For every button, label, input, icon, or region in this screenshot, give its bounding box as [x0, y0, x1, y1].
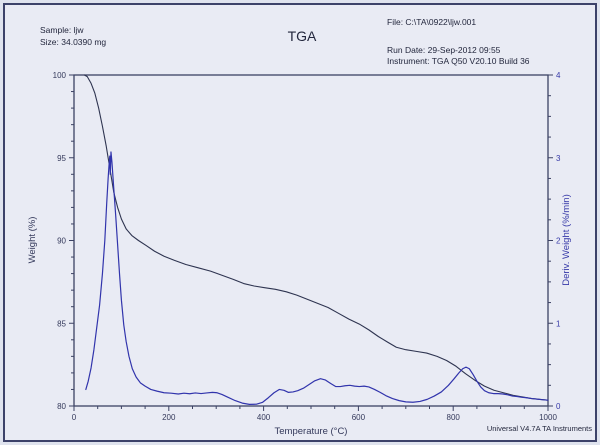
file-label: File: C:\TA\0922\ljw.001 [387, 17, 476, 27]
tga-chart: Sample: ljw Size: 34.0390 mg TGA File: C… [27, 17, 592, 437]
y-axis-title-right: Deriv. Weight (%/min) [561, 194, 572, 286]
series-deriv-weight [85, 151, 549, 405]
y-right-tick-label: 4 [556, 71, 561, 80]
y-left-tick-label: 85 [57, 319, 66, 328]
x-tick-label: 600 [352, 413, 366, 422]
x-tick-label: 400 [257, 413, 271, 422]
size-label: Size: 34.0390 mg [40, 37, 106, 47]
instrument-label: Instrument: TGA Q50 V20.10 Build 36 [387, 56, 530, 66]
y-right-tick-label: 2 [556, 237, 561, 246]
y-left-tick-label: 80 [57, 402, 66, 411]
x-tick-label: 800 [447, 413, 461, 422]
plot-frame [73, 74, 549, 407]
y-right-tick-label: 0 [556, 402, 561, 411]
x-tick-label: 1000 [539, 413, 557, 422]
series-weight [83, 74, 549, 401]
y-right-tick-label: 1 [556, 319, 561, 328]
x-axis-title: Temperature (°C) [275, 426, 348, 437]
x-tick-label: 0 [72, 413, 77, 422]
sample-label: Sample: ljw [40, 25, 84, 35]
chart-title: TGA [288, 28, 317, 44]
y-left-tick-label: 100 [53, 71, 67, 80]
plot-window: Sample: ljw Size: 34.0390 mg TGA File: C… [3, 3, 597, 442]
y-left-tick-label: 90 [57, 237, 66, 246]
y-axis-title-left: Weight (%) [27, 217, 38, 264]
run-date-label: Run Date: 29-Sep-2012 09:55 [387, 45, 501, 55]
x-tick-label: 200 [162, 413, 176, 422]
y-right-tick-label: 3 [556, 154, 561, 163]
credit-label: Universal V4.7A TA Instruments [487, 424, 592, 433]
y-left-tick-label: 95 [57, 154, 66, 163]
